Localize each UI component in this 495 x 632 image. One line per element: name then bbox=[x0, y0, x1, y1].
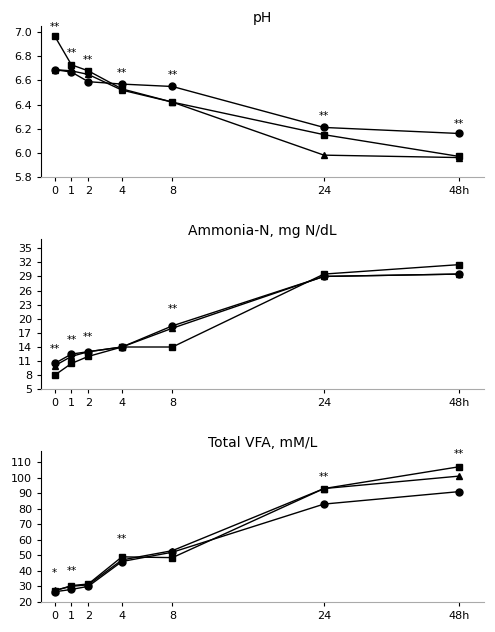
Text: **: ** bbox=[319, 471, 329, 482]
Title: pH: pH bbox=[253, 11, 272, 25]
Text: **: ** bbox=[453, 449, 464, 459]
Text: **: ** bbox=[66, 566, 77, 576]
Text: **: ** bbox=[83, 55, 94, 65]
Text: **: ** bbox=[83, 332, 94, 343]
Title: Ammonia-N, mg N/dL: Ammonia-N, mg N/dL bbox=[188, 224, 337, 238]
Text: **: ** bbox=[117, 68, 127, 78]
Text: **: ** bbox=[66, 47, 77, 58]
Text: **: ** bbox=[66, 335, 77, 344]
Text: **: ** bbox=[319, 111, 329, 121]
Text: **: ** bbox=[50, 344, 60, 354]
Title: Total VFA, mM/L: Total VFA, mM/L bbox=[208, 436, 317, 450]
Text: **: ** bbox=[167, 304, 178, 314]
Text: **: ** bbox=[167, 71, 178, 80]
Text: **: ** bbox=[50, 22, 60, 32]
Text: **: ** bbox=[453, 119, 464, 129]
Text: **: ** bbox=[117, 533, 127, 544]
Text: *: * bbox=[52, 568, 57, 578]
